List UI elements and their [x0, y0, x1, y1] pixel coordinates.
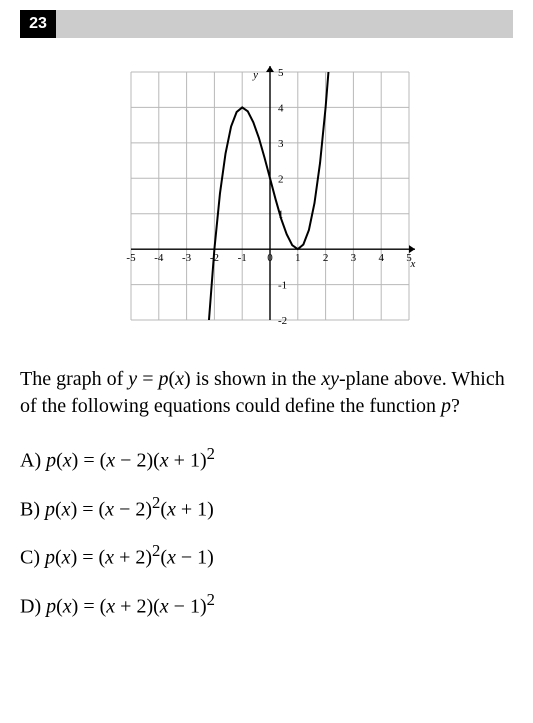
svg-text:0: 0 — [267, 252, 273, 264]
svg-text:1: 1 — [295, 252, 301, 264]
svg-text:3: 3 — [278, 138, 284, 150]
svg-text:y: y — [252, 69, 258, 81]
answer-choice-a[interactable]: A) p(x) = (x − 2)(x + 1)2 — [20, 444, 513, 473]
answer-choice-c[interactable]: C) p(x) = (x + 2)2(x − 1) — [20, 541, 513, 570]
answer-choice-d[interactable]: D) p(x) = (x + 2)(x − 1)2 — [20, 590, 513, 619]
svg-text:4: 4 — [278, 102, 284, 114]
question-number: 23 — [20, 10, 56, 38]
chart-container: -5-4-3-2-1012345-2-112345yx — [20, 58, 513, 338]
svg-text:-1: -1 — [237, 252, 246, 264]
svg-text:2: 2 — [322, 252, 328, 264]
function-graph: -5-4-3-2-1012345-2-112345yx — [107, 58, 427, 338]
answer-choices: A) p(x) = (x − 2)(x + 1)2 B) p(x) = (x − … — [20, 444, 513, 619]
svg-text:5: 5 — [278, 67, 284, 79]
svg-text:-5: -5 — [126, 252, 136, 264]
svg-text:2: 2 — [278, 173, 284, 185]
svg-text:4: 4 — [378, 252, 384, 264]
question-text: The graph of y = p(x) is shown in the xy… — [20, 366, 513, 420]
svg-text:-1: -1 — [278, 280, 287, 292]
svg-text:-2: -2 — [278, 315, 287, 327]
question-header-bar: 23 — [20, 10, 513, 38]
svg-text:x: x — [409, 258, 415, 270]
answer-choice-b[interactable]: B) p(x) = (x − 2)2(x + 1) — [20, 493, 513, 522]
svg-text:-3: -3 — [182, 252, 192, 264]
svg-text:3: 3 — [350, 252, 356, 264]
svg-text:-4: -4 — [154, 252, 164, 264]
